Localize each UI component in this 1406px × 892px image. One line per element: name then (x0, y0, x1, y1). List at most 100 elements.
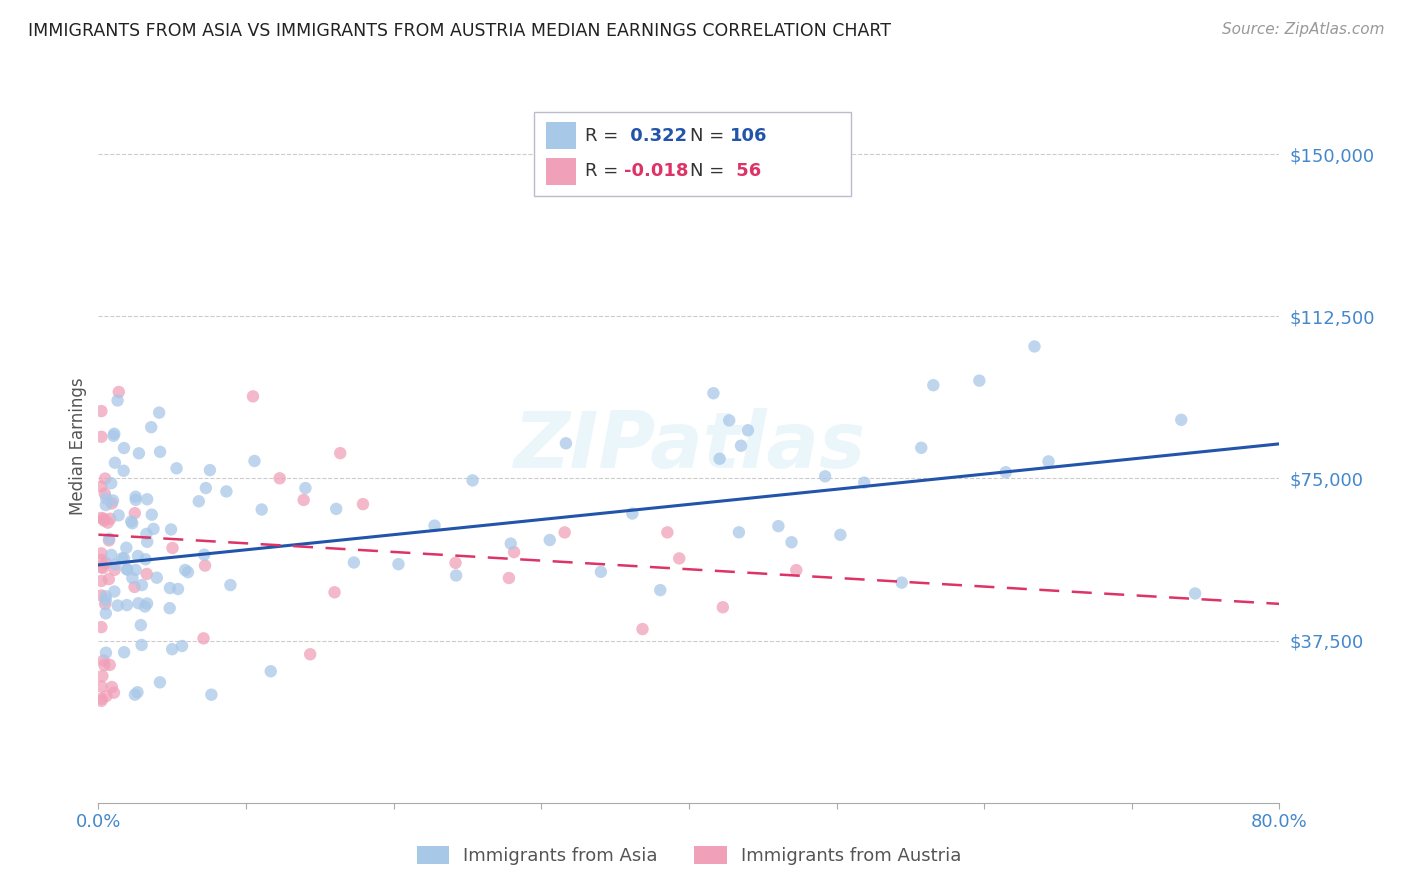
Point (444, 556, 467, 570)
Point (200, 688, 222, 702)
Text: Source: ZipAtlas.com: Source: ZipAtlas.com (1222, 22, 1385, 37)
Point (90, 430, 112, 444)
Point (93, 514, 115, 528)
Point (97, 516, 120, 530)
Point (94, 607, 117, 621)
Point (260, 665, 283, 679)
Point (121, 571, 143, 585)
Point (650, 583, 672, 598)
Point (98, 532, 121, 546)
Point (194, 481, 217, 495)
Point (148, 406, 170, 420)
Point (146, 571, 169, 585)
Point (94, 597, 117, 611)
Point (780, 535, 803, 549)
Point (115, 562, 138, 576)
Text: N =: N = (690, 162, 730, 180)
Point (554, 525, 576, 540)
Point (136, 597, 159, 611)
Text: N =: N = (690, 127, 730, 145)
Legend: Immigrants from Asia, Immigrants from Austria: Immigrants from Asia, Immigrants from Au… (409, 838, 969, 872)
Point (94, 498, 117, 512)
Point (498, 571, 520, 585)
Point (141, 420, 163, 434)
Point (128, 446, 150, 460)
Point (711, 600, 734, 615)
Point (243, 454, 266, 468)
Point (174, 563, 197, 577)
Point (387, 557, 409, 571)
Point (718, 413, 741, 427)
Point (657, 525, 679, 540)
Point (1038, 454, 1060, 468)
Text: 106: 106 (730, 127, 768, 145)
Point (134, 599, 156, 614)
Text: -0.018: -0.018 (624, 162, 689, 180)
Point (101, 680, 124, 694)
Point (269, 471, 291, 485)
Point (103, 429, 125, 443)
Point (910, 441, 932, 455)
Point (830, 528, 852, 542)
Point (108, 384, 131, 399)
Point (538, 533, 561, 547)
Point (294, 481, 316, 495)
Point (112, 441, 135, 455)
Point (785, 563, 807, 577)
Point (193, 548, 215, 562)
Point (101, 496, 124, 510)
Point (329, 446, 352, 460)
Point (242, 389, 264, 403)
Point (120, 514, 142, 528)
Point (112, 464, 135, 478)
Point (141, 508, 163, 522)
Point (994, 465, 1017, 479)
Point (352, 497, 374, 511)
Point (166, 461, 188, 475)
Point (890, 575, 912, 590)
Point (104, 563, 127, 577)
Point (94, 590, 117, 604)
Point (198, 463, 221, 477)
Point (709, 451, 731, 466)
Point (124, 563, 146, 577)
Text: R =: R = (585, 127, 624, 145)
Point (159, 581, 181, 595)
Point (100, 476, 122, 491)
Y-axis label: Median Earnings: Median Earnings (69, 377, 87, 515)
Point (90, 553, 112, 567)
Point (91, 561, 114, 575)
Point (90, 560, 112, 574)
Point (1170, 413, 1192, 427)
Point (135, 566, 157, 581)
Point (90, 694, 112, 708)
Point (250, 502, 273, 516)
Point (94, 646, 117, 660)
Point (149, 445, 172, 459)
Point (93, 653, 115, 667)
Point (170, 639, 193, 653)
Point (444, 568, 467, 582)
Point (94, 486, 117, 500)
Point (112, 645, 135, 659)
Point (121, 516, 143, 531)
Point (159, 601, 181, 615)
Point (115, 598, 138, 612)
Point (461, 474, 484, 488)
Point (112, 551, 135, 566)
Point (292, 492, 315, 507)
Point (135, 527, 157, 541)
Point (94, 593, 117, 607)
Point (149, 675, 172, 690)
Point (90, 511, 112, 525)
Point (103, 584, 125, 599)
Point (343, 556, 366, 570)
Point (115, 562, 138, 576)
Text: R =: R = (585, 162, 624, 180)
Point (98, 533, 121, 548)
Point (503, 545, 526, 559)
Point (134, 552, 156, 566)
Point (631, 622, 654, 636)
Point (1184, 586, 1206, 600)
Text: ZIPatlas: ZIPatlas (513, 408, 865, 484)
